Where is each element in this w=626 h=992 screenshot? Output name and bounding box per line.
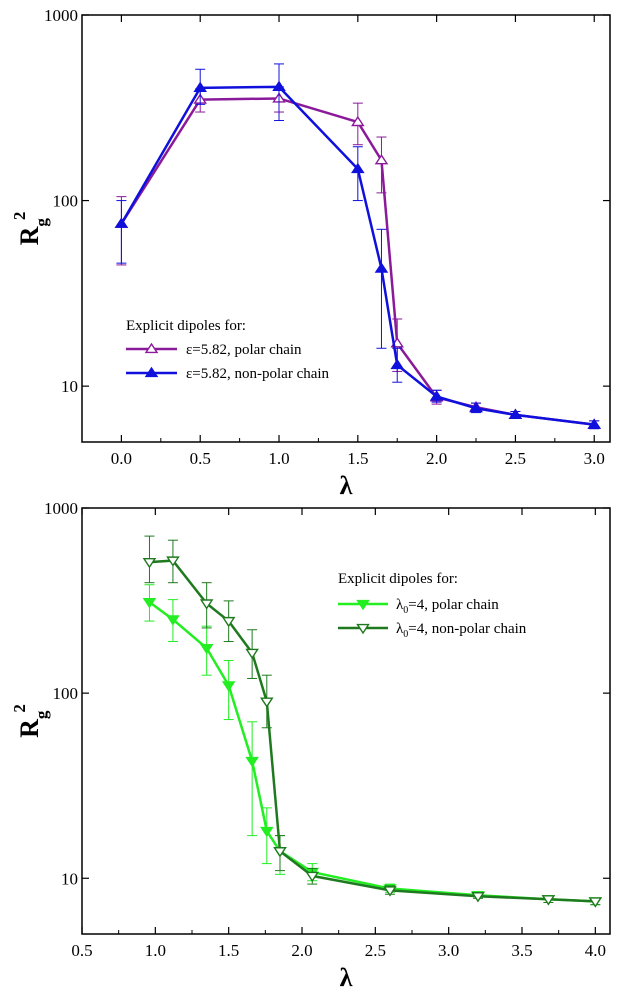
chart-panel-2: 0.5 1.0 1.5 2.0 2.5 3.0 3.5 4.0 10 100 1000 Rg2 λ Exp… — [10, 499, 611, 992]
data-point — [260, 826, 274, 838]
legend-entry-sub: 0 — [403, 629, 408, 640]
series-line — [148, 601, 596, 903]
legend-marker — [356, 623, 370, 635]
x-tick-label: 1.0 — [145, 941, 166, 960]
data-point — [587, 418, 602, 429]
y-tick-label: 10 — [61, 869, 78, 888]
x-axis-title: λ — [340, 963, 353, 992]
series-2 — [142, 535, 603, 908]
y-axis-title-main: R — [15, 226, 44, 245]
legend-marker — [144, 366, 159, 378]
data-point — [469, 402, 483, 413]
data-point — [166, 615, 180, 626]
x-tick-label: 2.5 — [365, 941, 386, 960]
data-point — [272, 80, 286, 92]
legend-entry: λ0=4, non-polar chain — [396, 621, 527, 640]
data-point — [199, 599, 214, 610]
y-axis-title-sup: 2 — [10, 704, 29, 713]
y-tick-label: 10 — [61, 377, 78, 396]
y-axis-title-sub: g — [32, 218, 51, 227]
x-axis-title: λ — [340, 471, 353, 500]
x-tick-label: 2.0 — [291, 941, 312, 960]
x-tick-label: 0.5 — [71, 941, 92, 960]
x-tick-label: 4.0 — [585, 941, 606, 960]
legend-entry: ε=5.82, polar chain — [186, 342, 302, 358]
legend-entry-sub: 0 — [403, 605, 408, 616]
legend-entry-main: λ — [396, 621, 404, 637]
series-line — [149, 559, 596, 903]
data-point — [260, 697, 274, 708]
x-tick-label: 1.0 — [268, 449, 289, 468]
series-line — [120, 85, 595, 426]
legend-entry: ε=5.82, non-polar chain — [186, 366, 330, 382]
data-point — [114, 217, 129, 228]
data-point — [305, 871, 320, 883]
legend-title: Explicit dipoles for: — [126, 318, 246, 334]
data-point — [193, 81, 208, 93]
series-1 — [142, 584, 603, 908]
legend-marker — [356, 599, 370, 611]
data-point — [383, 886, 397, 897]
x-tick-label: 2.5 — [505, 449, 526, 468]
y-tick-label: 1000 — [44, 499, 78, 518]
legend-title: Explicit dipoles for: — [338, 571, 458, 587]
x-tick-label: 2.0 — [426, 449, 447, 468]
data-point — [166, 556, 180, 567]
y-tick-label: 100 — [53, 684, 79, 703]
data-point — [245, 756, 259, 768]
chart-panel-1: 0.0 0.5 1.0 1.5 2.0 2.5 3.0 10 100 1000 Rg2 λ Explic… — [10, 6, 611, 500]
y-axis-title-sup: 2 — [10, 212, 29, 221]
data-point — [471, 892, 485, 903]
data-point — [374, 153, 389, 165]
x-tick-label: 3.0 — [584, 449, 605, 468]
y-axis-title: Rg2 — [10, 212, 51, 246]
data-point — [541, 895, 556, 906]
data-point — [588, 897, 603, 908]
data-point — [273, 847, 287, 858]
y-axis-title: Rg2 — [10, 704, 51, 738]
data-point — [351, 115, 365, 127]
data-point — [245, 648, 259, 660]
data-point — [142, 557, 157, 569]
data-point — [142, 598, 157, 609]
data-point — [221, 616, 236, 628]
x-tick-label: 1.5 — [218, 941, 239, 960]
data-point — [199, 643, 214, 655]
data-point — [390, 358, 405, 370]
series-2 — [114, 63, 602, 430]
x-tick-label: 3.5 — [511, 941, 532, 960]
plot-frame — [81, 14, 611, 443]
y-axis-title-sub: g — [32, 710, 51, 719]
legend-entry-rest: =4, polar chain — [408, 597, 499, 613]
y-tick-label: 1000 — [44, 6, 78, 25]
x-tick-label: 0.0 — [111, 449, 132, 468]
y-tick-label: 100 — [53, 192, 79, 211]
legend-entry-rest: =4, non-polar chain — [408, 621, 527, 637]
x-tick-label: 1.5 — [347, 449, 368, 468]
y-axis-title-main: R — [15, 719, 44, 738]
x-tick-label: 0.5 — [190, 449, 211, 468]
data-point — [221, 681, 236, 692]
x-tick-label: 3.0 — [438, 941, 459, 960]
legend-entry-main: λ — [396, 597, 404, 613]
data-point — [429, 390, 444, 401]
legend-entry: λ0=4, polar chain — [396, 597, 499, 616]
data-point — [508, 408, 523, 420]
legend-marker — [144, 342, 159, 354]
data-point — [351, 162, 365, 174]
plot-frame — [81, 507, 611, 935]
data-point — [374, 262, 389, 273]
